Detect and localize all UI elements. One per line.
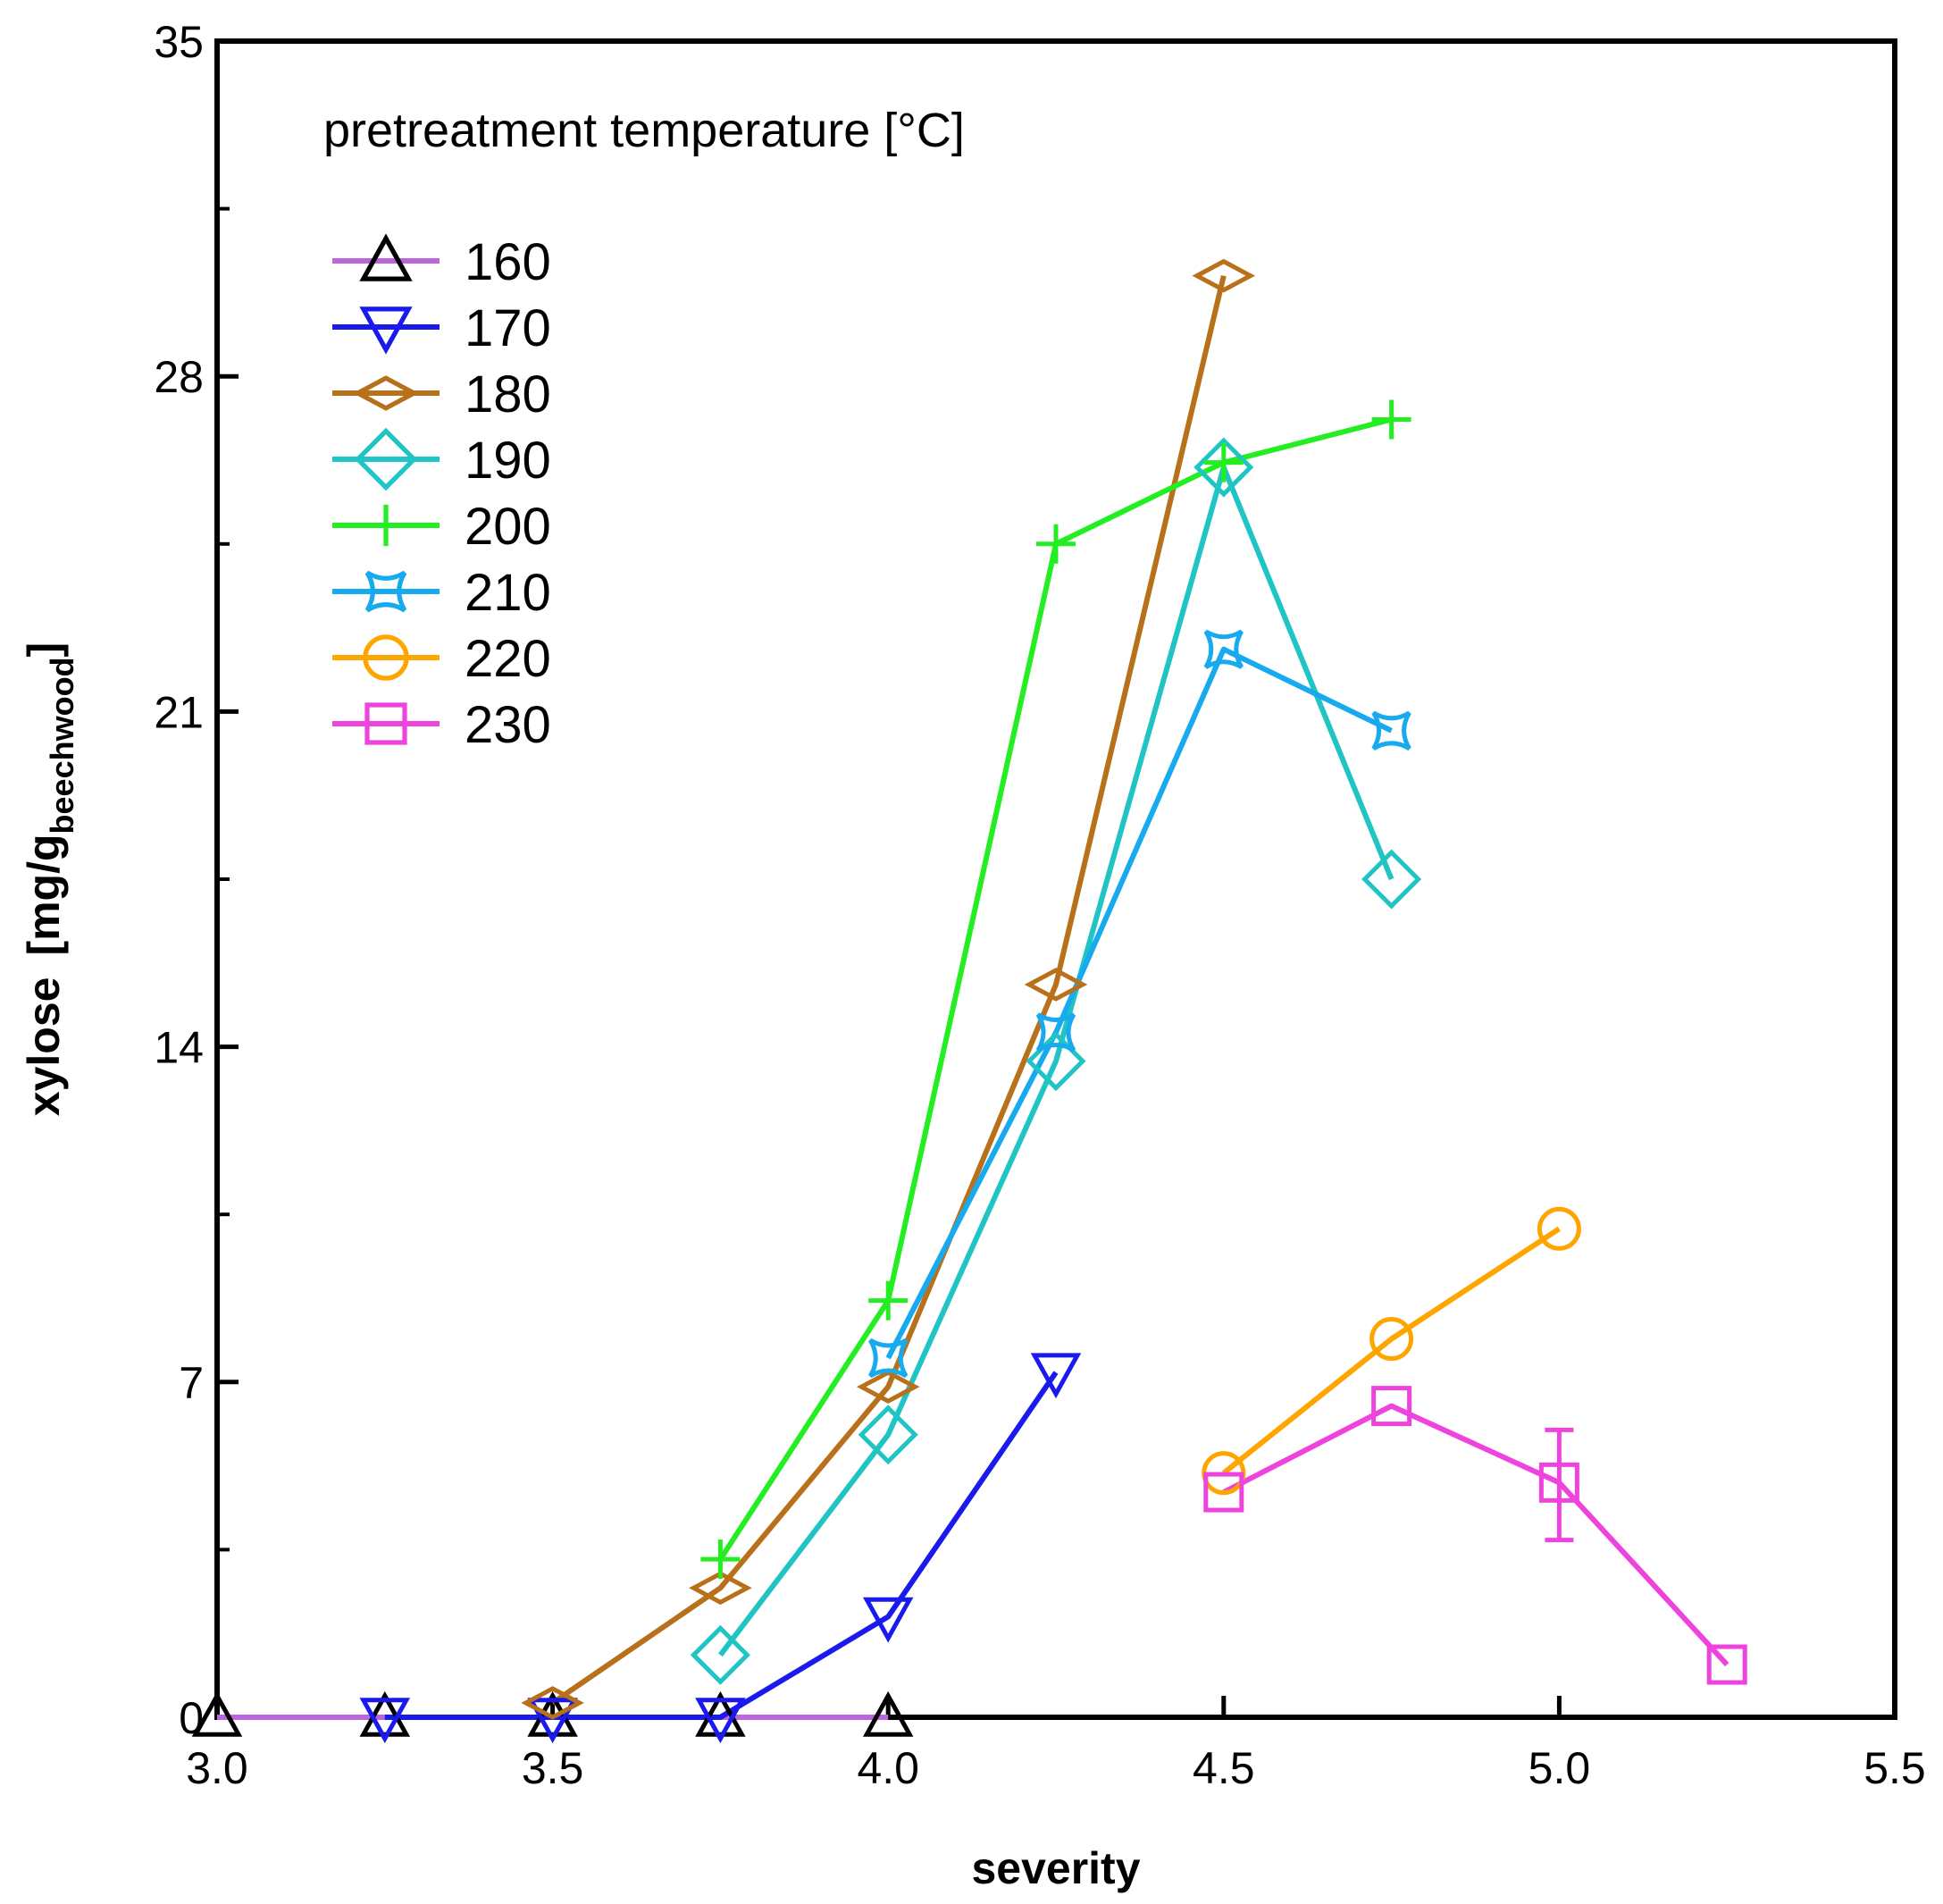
series-line-190 [718,465,1394,1657]
legend-label: 200 [465,498,551,556]
marker-triangle-down [862,1597,914,1643]
marker-plus [1203,442,1244,482]
marker-triangle-up [862,1690,914,1737]
legend: pretreatment temperature [°C] 160 170 180 1… [323,104,965,754]
series-line-230 [1222,1403,1729,1667]
series-markers [191,258,1747,1744]
legend-label: 210 [465,564,551,622]
marker-square [1371,1386,1412,1427]
marker-square [364,702,407,745]
marker-diamond [354,427,418,491]
error-bar-230 [1545,1427,1574,1543]
marker-diamond [858,1405,918,1465]
marker-square [1706,1644,1747,1685]
axis-ticks [214,38,1897,1720]
legend-entry-180: 180 [332,365,551,424]
legend-entry-190: 190 [332,427,551,491]
marker-triangle-down [359,1698,411,1744]
marker-diamond-wide [689,1571,752,1606]
marker-star4 [364,570,407,613]
marker-triangle-down [1030,1353,1082,1399]
y-tick-label: 0 [179,1693,204,1743]
y-axis-title-unit-open: [mg/g [19,834,69,955]
plot-area-frame [214,38,1897,1720]
y-axis-title-unit-sub: beechwood [44,657,80,834]
legend-entry-170: 170 [332,299,551,357]
marker-diamond-wide [856,1370,920,1404]
marker-star4 [1035,1012,1076,1053]
marker-circle [1369,1317,1414,1362]
x-tick-label: 4.5 [1193,1743,1255,1793]
marker-plus [868,1280,909,1321]
series-line-170 [384,1371,1059,1720]
marker-triangle-down [359,306,413,355]
legend-entry-200: 200 [332,498,551,556]
legend-label: 190 [465,432,551,490]
series-line-210 [885,646,1393,1360]
y-tick-label: 35 [154,17,204,67]
series-line-180 [550,274,1227,1706]
legend-label: 170 [465,299,551,357]
marker-plus [700,1539,741,1580]
legend-title: pretreatment temperature [°C] [323,104,965,157]
y-tick-label: 7 [179,1358,204,1408]
marker-diamond [690,1624,750,1685]
x-tick-label: 5.5 [1863,1743,1926,1793]
marker-star4 [1203,629,1244,669]
y-tick-label: 14 [154,1023,204,1073]
x-tick-label: 3.0 [186,1743,248,1793]
marker-square [1538,1462,1579,1503]
legend-entry-220: 220 [332,630,551,688]
marker-triangle-down [695,1698,746,1744]
x-tick-label: 3.5 [522,1743,584,1793]
legend-entry-230: 230 [332,696,551,754]
marker-diamond [1361,849,1422,910]
y-tick-label: 21 [154,687,204,737]
marker-circle [363,634,409,681]
x-tick-label: 4.0 [857,1743,919,1793]
marker-circle [1537,1206,1581,1251]
marker-diamond-wide [1024,968,1088,1002]
marker-star4 [868,1338,909,1379]
legend-entry-210: 210 [332,564,551,622]
legend-label: 160 [465,233,551,291]
marker-diamond [1026,1031,1086,1092]
marker-square [1203,1472,1244,1513]
y-axis-title: xylose [mg/gbeechwood] [19,642,80,1116]
marker-diamond-wide [521,1686,584,1720]
marker-plus [1036,524,1076,564]
legend-label: 230 [465,696,551,754]
marker-triangle-down [527,1698,578,1744]
marker-plus [364,504,407,547]
legend-label: 220 [465,630,551,688]
marker-diamond-wide [352,375,420,411]
marker-plus [1371,399,1411,440]
y-axis-title-unit-close: ] [19,642,69,658]
marker-diamond-wide [1192,258,1256,293]
x-tick-label: 5.0 [1528,1743,1591,1793]
marker-triangle-up [359,233,413,281]
marker-triangle-up [191,1690,243,1737]
marker-diamond [1193,437,1254,498]
series-lines [217,274,1729,1720]
x-axis-title: severity [971,1843,1140,1893]
series-line-220 [1221,1226,1562,1475]
marker-star4 [1371,710,1411,751]
y-axis-title-main: xylose [19,977,69,1117]
y-tick-label: 28 [154,352,204,402]
legend-entry-160: 160 [332,233,551,291]
legend-label: 180 [465,365,551,424]
